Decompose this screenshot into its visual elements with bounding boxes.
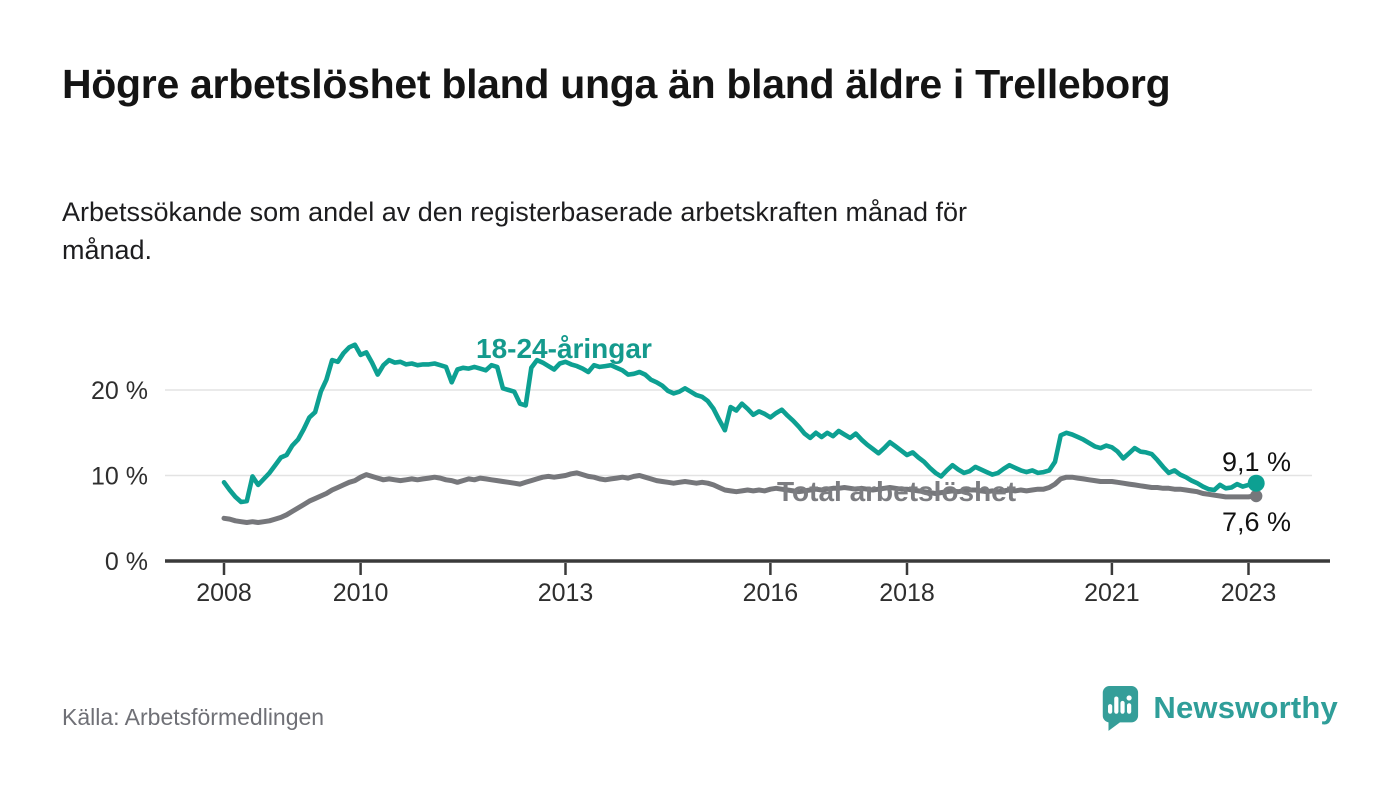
value-label-total: 7,6 % xyxy=(1222,507,1291,537)
source-note: Källa: Arbetsförmedlingen xyxy=(62,704,325,730)
x-tick-label: 2023 xyxy=(1221,579,1277,607)
newsworthy-logo-icon xyxy=(1103,686,1139,731)
x-tick-label: 2010 xyxy=(333,579,389,607)
brand-name: Newsworthy xyxy=(1153,690,1338,725)
chart-subtitle: Arbetssökande som andel av den registerb… xyxy=(62,197,968,265)
y-tick-label: 0 % xyxy=(105,548,148,576)
x-tick-label: 2016 xyxy=(743,579,799,607)
x-tick-label: 2018 xyxy=(879,579,935,607)
y-tick-label: 20 % xyxy=(91,377,148,405)
series-endpoint-total xyxy=(1249,489,1263,503)
series-line-total xyxy=(221,470,1257,525)
series-line-youth xyxy=(221,342,1257,505)
series-label-total: Total arbetslöshet xyxy=(777,476,1016,507)
newsworthy-brand: Newsworthy xyxy=(1098,684,1338,732)
value-label-youth: 9,1 % xyxy=(1222,447,1291,477)
x-tick-label: 2013 xyxy=(538,579,594,607)
y-tick-label: 10 % xyxy=(91,463,148,491)
x-tick-label: 2008 xyxy=(196,579,252,607)
series-label-youth: 18-24-åringar xyxy=(476,333,652,364)
page-title: Högre arbetslöshet bland unga än bland ä… xyxy=(62,61,1171,107)
series-endpoint-youth xyxy=(1247,474,1265,492)
x-tick-label: 2021 xyxy=(1084,579,1140,607)
